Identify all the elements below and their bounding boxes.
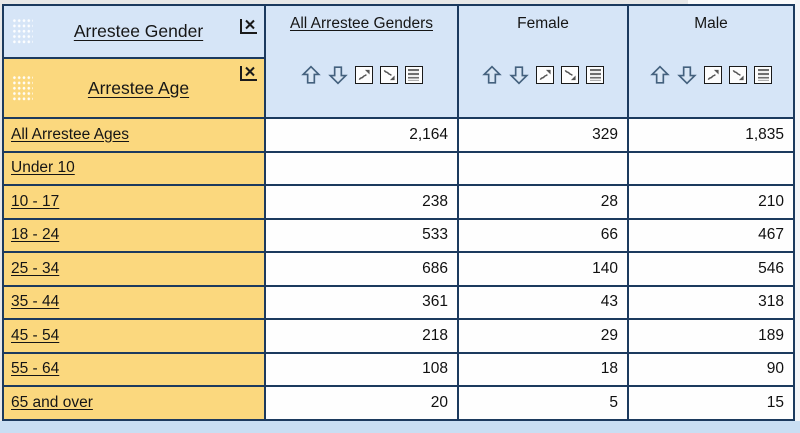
sort-ascending-icon[interactable] bbox=[354, 66, 373, 84]
move-down-icon[interactable] bbox=[509, 65, 529, 85]
drag-handle-icon[interactable] bbox=[12, 74, 33, 102]
row-member-link[interactable]: 35 - 44 bbox=[11, 293, 60, 311]
drag-handle-icon[interactable] bbox=[12, 18, 33, 45]
value-cell: 66 bbox=[459, 219, 627, 251]
value-cell: 189 bbox=[629, 320, 793, 352]
row-member-link[interactable]: 65 and over bbox=[11, 393, 93, 411]
row-member-link[interactable]: Under 10 bbox=[11, 159, 75, 177]
value-cell: 318 bbox=[629, 286, 793, 318]
sort-descending-icon[interactable] bbox=[561, 66, 579, 84]
column-toolbar bbox=[650, 65, 772, 85]
value-cell: 1,835 bbox=[629, 119, 793, 151]
value-cell: 238 bbox=[266, 186, 457, 218]
value-cell: 90 bbox=[629, 353, 793, 385]
value-cell: 467 bbox=[629, 219, 793, 251]
remove-row-dimension-icon[interactable] bbox=[240, 66, 257, 81]
row-member-link[interactable]: 18 - 24 bbox=[11, 226, 60, 244]
row-header: 55 - 64 bbox=[4, 353, 264, 385]
value-cell: 18 bbox=[459, 353, 627, 385]
value-cell: 329 bbox=[459, 119, 627, 151]
list-icon[interactable] bbox=[404, 66, 423, 84]
value-cell: 361 bbox=[266, 286, 457, 318]
value-cell: 533 bbox=[266, 219, 457, 251]
move-up-icon[interactable] bbox=[650, 65, 670, 85]
row-header: 10 - 17 bbox=[4, 186, 264, 218]
below-table-area bbox=[0, 421, 800, 433]
row-member-link[interactable]: 10 - 17 bbox=[11, 192, 60, 210]
dimension-corner: Arrestee Gender Arrestee Age bbox=[4, 6, 264, 117]
right-margin bbox=[795, 0, 800, 421]
value-cell: 29 bbox=[459, 320, 627, 352]
row-dimension-link[interactable]: Arrestee Age bbox=[87, 77, 190, 98]
move-down-icon[interactable] bbox=[327, 65, 348, 85]
column-member-link[interactable]: All Arrestee Genders bbox=[289, 15, 433, 32]
value-cell: 43 bbox=[459, 286, 627, 318]
column-member-label: Male bbox=[694, 15, 728, 32]
column-header-female: Female bbox=[459, 6, 627, 117]
value-cell: 5 bbox=[459, 387, 627, 419]
value-cell: 20 bbox=[266, 387, 457, 419]
list-icon[interactable] bbox=[586, 66, 604, 84]
list-icon[interactable] bbox=[754, 66, 772, 84]
sort-descending-icon[interactable] bbox=[729, 66, 747, 84]
pivot-table: Arrestee Gender Arrestee Age All A bbox=[2, 4, 795, 421]
top-right-strip bbox=[688, 0, 800, 6]
sort-descending-icon[interactable] bbox=[379, 66, 398, 84]
column-header-male: Male bbox=[629, 6, 793, 117]
value-cell bbox=[629, 152, 793, 184]
row-member-link[interactable]: 45 - 54 bbox=[11, 326, 60, 344]
value-cell: 140 bbox=[459, 253, 627, 285]
value-cell: 28 bbox=[459, 186, 627, 218]
row-header: Under 10 bbox=[4, 152, 264, 184]
row-header: 45 - 54 bbox=[4, 320, 264, 352]
move-down-icon[interactable] bbox=[677, 65, 697, 85]
value-cell: 2,164 bbox=[266, 119, 457, 151]
row-header: 18 - 24 bbox=[4, 219, 264, 251]
column-toolbar bbox=[300, 65, 423, 85]
value-cell: 15 bbox=[629, 387, 793, 419]
column-dimension-cell: Arrestee Gender bbox=[4, 6, 264, 57]
value-cell: 686 bbox=[266, 253, 457, 285]
column-toolbar bbox=[482, 65, 604, 85]
sort-ascending-icon[interactable] bbox=[536, 66, 554, 84]
sort-ascending-icon[interactable] bbox=[704, 66, 722, 84]
move-up-icon[interactable] bbox=[300, 65, 321, 85]
row-header: All Arrestee Ages bbox=[4, 119, 264, 151]
row-header: 65 and over bbox=[4, 387, 264, 419]
row-header: 25 - 34 bbox=[4, 253, 264, 285]
move-up-icon[interactable] bbox=[482, 65, 502, 85]
row-member-link[interactable]: 25 - 34 bbox=[11, 259, 60, 277]
value-cell: 108 bbox=[266, 353, 457, 385]
column-member-label: Female bbox=[517, 15, 569, 32]
row-dimension-cell: Arrestee Age bbox=[4, 59, 264, 117]
value-cell: 546 bbox=[629, 253, 793, 285]
row-member-link[interactable]: All Arrestee Ages bbox=[11, 125, 130, 143]
value-cell bbox=[266, 152, 457, 184]
value-cell bbox=[459, 152, 627, 184]
value-cell: 210 bbox=[629, 186, 793, 218]
row-header: 35 - 44 bbox=[4, 286, 264, 318]
column-dimension-link[interactable]: Arrestee Gender bbox=[73, 21, 204, 41]
remove-column-dimension-icon[interactable] bbox=[240, 19, 257, 34]
column-header-all-arrestee-genders: All Arrestee Genders bbox=[266, 6, 457, 117]
row-member-link[interactable]: 55 - 64 bbox=[11, 360, 60, 378]
value-cell: 218 bbox=[266, 320, 457, 352]
